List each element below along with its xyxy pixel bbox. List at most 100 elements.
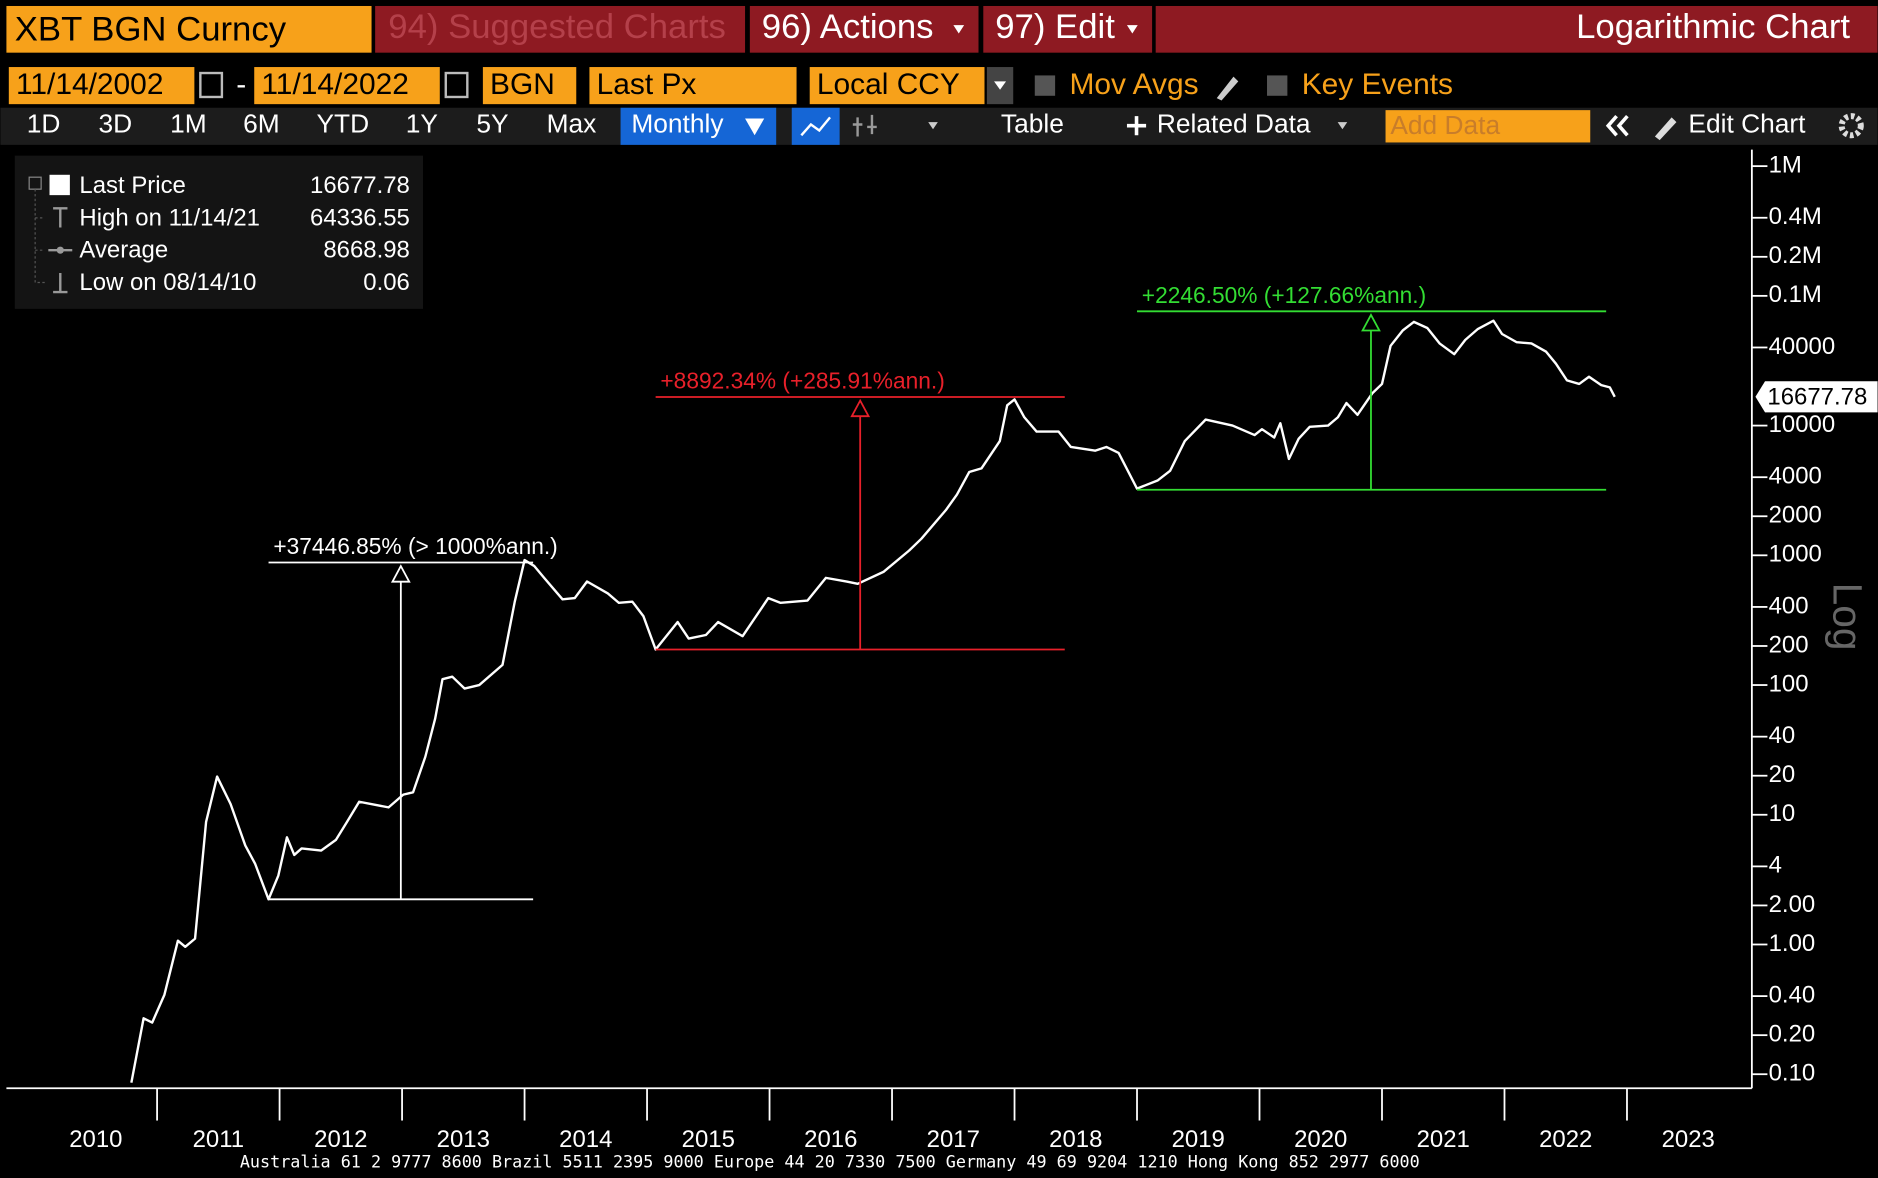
y-tick-label: 200 bbox=[1769, 631, 1809, 658]
y-tick-label: 0.2M bbox=[1769, 242, 1822, 269]
frequency[interactable]: Monthly bbox=[631, 109, 724, 139]
source[interactable]: BGN bbox=[490, 68, 555, 101]
security[interactable]: XBT BGN Curncy bbox=[15, 10, 287, 48]
period-button[interactable]: YTD bbox=[316, 109, 369, 139]
period-button[interactable]: 1M bbox=[170, 109, 207, 139]
period-button[interactable]: 6M bbox=[243, 109, 280, 139]
dropdown-arrow bbox=[994, 81, 1007, 90]
suggested-button[interactable] bbox=[375, 5, 746, 53]
y-tick-label: 4 bbox=[1769, 852, 1782, 879]
annotation-label: +37446.85% (> 1000%ann.) bbox=[273, 533, 557, 559]
actions-button[interactable] bbox=[749, 5, 979, 53]
y-tick-label: 10 bbox=[1769, 800, 1796, 827]
y-tick-label: 4000 bbox=[1769, 463, 1822, 490]
last-price-label: 16677.78 bbox=[1767, 383, 1867, 410]
add-data[interactable]: Add Data bbox=[1390, 110, 1500, 140]
y-tick-label: 100 bbox=[1769, 670, 1809, 697]
y-tick-label: 2.00 bbox=[1769, 891, 1816, 918]
arrow-head bbox=[390, 564, 411, 583]
x-tick-label: 2018 bbox=[1049, 1126, 1102, 1153]
calendar-icon[interactable] bbox=[444, 71, 469, 99]
field[interactable]: Last Px bbox=[597, 68, 697, 101]
legend-label: Average bbox=[79, 237, 168, 264]
x-tick-label: 2012 bbox=[314, 1126, 367, 1153]
x-tick-label: 2011 bbox=[193, 1126, 244, 1153]
related-data[interactable]: Related Data bbox=[1157, 109, 1311, 139]
y-tick-label: 40000 bbox=[1769, 333, 1836, 360]
x-tick-label: 2020 bbox=[1294, 1126, 1347, 1153]
dropdown-arrow bbox=[1337, 122, 1348, 130]
settings-icon[interactable] bbox=[1838, 113, 1864, 139]
key-events[interactable]: Key Events bbox=[1302, 68, 1453, 101]
x-tick-label: 2016 bbox=[804, 1126, 857, 1153]
x-tick-label: 2014 bbox=[559, 1126, 612, 1153]
y-tick-label: 0.10 bbox=[1769, 1060, 1816, 1087]
legend-value: 0.06 bbox=[363, 269, 410, 296]
period-button[interactable]: Max bbox=[547, 109, 597, 139]
annotation-label: +8892.34% (+285.91%ann.) bbox=[660, 368, 944, 394]
start-date[interactable]: 11/14/2002 bbox=[16, 68, 163, 101]
low-icon bbox=[53, 272, 68, 294]
calendar-icon[interactable] bbox=[199, 71, 224, 99]
title-bar bbox=[1155, 5, 1878, 53]
y-tick-label: 0.40 bbox=[1769, 981, 1816, 1008]
series-swatch bbox=[49, 174, 70, 196]
table-button[interactable]: Table bbox=[1001, 109, 1064, 139]
legend-label: Low on 08/14/10 bbox=[79, 269, 256, 296]
dropdown-arrow[interactable] bbox=[928, 122, 938, 130]
end-date-field[interactable] bbox=[254, 67, 440, 105]
x-tick-label: 2023 bbox=[1662, 1126, 1715, 1153]
legend-box bbox=[14, 155, 424, 309]
date-separator: - bbox=[236, 68, 246, 101]
start-date-field[interactable] bbox=[8, 67, 195, 105]
source-field[interactable] bbox=[482, 67, 577, 105]
checkbox[interactable] bbox=[1034, 75, 1056, 96]
annotation-label: +2246.50% (+127.66%ann.) bbox=[1142, 282, 1426, 308]
field-box[interactable] bbox=[589, 67, 797, 105]
bar-icon[interactable] bbox=[852, 114, 877, 137]
legend-stats: High on 11/14/21 64336.55 Average 8668.98 Lo… bbox=[79, 204, 409, 296]
y-tick-label: 1M bbox=[1769, 151, 1802, 178]
arrow-head bbox=[1361, 313, 1381, 332]
suggested-charts[interactable]: 94) Suggested Charts bbox=[388, 8, 726, 46]
period-button[interactable]: 3D bbox=[99, 109, 133, 139]
x-tick-label: 2013 bbox=[437, 1126, 490, 1153]
currency-box[interactable] bbox=[809, 67, 985, 105]
price-line bbox=[130, 319, 1616, 1083]
toolbar-row bbox=[0, 107, 1878, 145]
edit-chart[interactable]: Edit Chart bbox=[1688, 109, 1806, 139]
add-data-field[interactable] bbox=[1385, 110, 1591, 143]
period-button[interactable]: 1D bbox=[27, 109, 61, 139]
line-style-button[interactable] bbox=[791, 107, 840, 145]
end-date[interactable]: 11/14/2022 bbox=[261, 68, 408, 101]
footer: Australia 61 2 9777 8600 Brazil 5511 239… bbox=[240, 1151, 1420, 1171]
legend-value: 16677.78 bbox=[310, 172, 410, 199]
collapse-icon[interactable] bbox=[1605, 114, 1629, 137]
edit[interactable]: 97) Edit bbox=[995, 8, 1115, 46]
checkbox[interactable] bbox=[1267, 75, 1288, 96]
high-icon bbox=[53, 207, 68, 228]
mov-avgs[interactable]: Mov Avgs bbox=[1069, 68, 1198, 101]
y-tick-label: 1000 bbox=[1769, 541, 1822, 568]
security-box[interactable] bbox=[6, 5, 372, 53]
y-tick-label: 0.4M bbox=[1769, 203, 1822, 230]
legend-value: 8668.98 bbox=[323, 237, 410, 264]
legend-label: High on 11/14/21 bbox=[79, 204, 260, 231]
actions[interactable]: 96) Actions bbox=[762, 8, 934, 46]
pencil-icon bbox=[1654, 117, 1677, 141]
pencil-icon[interactable] bbox=[1216, 76, 1239, 101]
legend-tree bbox=[34, 189, 46, 284]
dropdown-arrow bbox=[745, 118, 765, 136]
currency[interactable]: Local CCY bbox=[817, 68, 960, 101]
edit-button[interactable] bbox=[983, 5, 1153, 53]
arrow-head bbox=[850, 398, 871, 418]
period-button[interactable]: 1Y bbox=[406, 109, 438, 139]
y-tick-label: 20 bbox=[1769, 761, 1796, 788]
dropdown-arrow bbox=[953, 25, 965, 34]
dropdown-arrow bbox=[1126, 25, 1138, 34]
period-button[interactable]: 5Y bbox=[476, 109, 508, 139]
line-icon bbox=[800, 116, 831, 137]
last-price-flag bbox=[1755, 381, 1878, 413]
